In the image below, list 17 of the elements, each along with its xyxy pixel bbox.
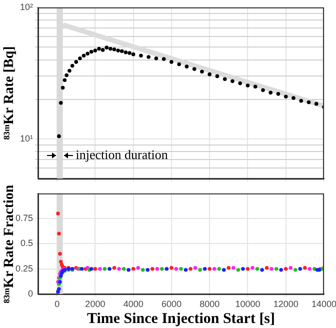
x-tick-label: 2000 (85, 298, 106, 309)
band-label: injection duration (76, 147, 168, 162)
x-tick-label: 4000 (123, 298, 144, 309)
y-tick-label: 10² (20, 2, 33, 12)
y-tick-label: 0.75 (15, 213, 33, 224)
y-tick-label: 0 (28, 288, 33, 298)
x-tick-label: 10000 (235, 298, 260, 309)
x-tick-label: 12000 (273, 298, 298, 309)
y-axis-title: ⁸³ᵐKr Rate [Bq] (2, 46, 18, 140)
x-axis-title: Time Since Injection Start [s] (86, 310, 276, 327)
x-tick-label: 6000 (161, 298, 182, 309)
x-tick-label: 14000 (311, 298, 336, 309)
y-tick-label: 0.25 (15, 263, 33, 274)
y-tick-label: 10¹ (20, 133, 33, 144)
y-tick-label: 0.5 (20, 238, 33, 248)
x-tick-label: 0 (54, 298, 60, 309)
x-tick-label: 8000 (200, 298, 220, 309)
